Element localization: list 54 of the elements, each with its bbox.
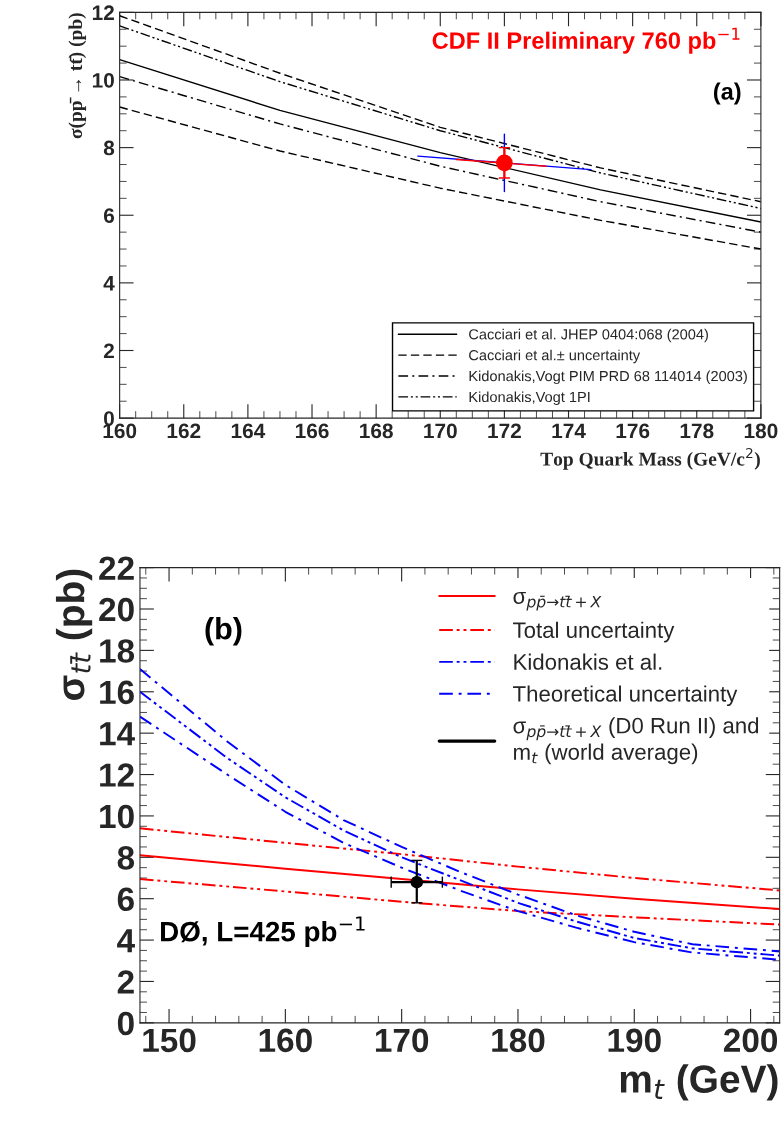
y-tick-label: 18 (100, 639, 135, 663)
x-tick-label: 168 (360, 423, 393, 439)
line-series (139, 827, 780, 892)
x-tick-label: 174 (552, 423, 586, 439)
x-tick-label: 180 (492, 1028, 545, 1053)
y-tick-label: 6 (103, 208, 115, 223)
x-tick-label: 160 (259, 1028, 312, 1053)
y-tick-label: 8 (103, 140, 115, 156)
x-tick-label: 162 (167, 423, 201, 439)
x-tick-label: 172 (488, 423, 521, 439)
y-tick-label: 4 (103, 276, 115, 291)
y-tick-label: 2 (103, 343, 114, 359)
x-axis-title: m$_{t}$ (GeV) (620, 1064, 778, 1101)
y-tick-label: 10 (100, 804, 134, 829)
legend-label: Theoretical uncertainty (513, 685, 738, 707)
x-tick-label: 170 (424, 423, 457, 439)
y-axis-title: σ(pp̄ → tt̄) (pb) (68, 13, 87, 139)
legend-label: Total uncertainty (513, 621, 675, 643)
x-tick-label: 180 (744, 423, 778, 439)
y-tick-label: 12 (92, 5, 114, 20)
annotation: (b) (205, 617, 242, 646)
legend-label: Kidonakis et al. (514, 653, 662, 670)
x-tick-label: 170 (375, 1028, 429, 1053)
legend-label: Kidonakis,Vogt PIM PRD 68 114014 (2003) (469, 370, 747, 385)
text: σ$_{pp̄→tt̄+X}$ (D0 Run II) and m$_{t}$ (world average) (513, 717, 759, 765)
annotation: DØ, L=425 pb$^{−1}$ (161, 916, 365, 947)
legend-label: Kidonakis,Vogt 1PI (469, 391, 590, 405)
y-tick-label: 12 (100, 763, 134, 787)
y-tick-label: 8 (117, 846, 135, 870)
y-tick-label: 22 (99, 556, 134, 580)
x-tick-label: 178 (680, 423, 714, 439)
x-tick-label: 176 (616, 423, 650, 439)
x-tick-label: 200 (723, 1028, 778, 1053)
annotation: CDF II Preliminary 760 pb$^{−1}$ (432, 27, 740, 54)
y-axis-title: σ$_{tt̄}$ (pb) (55, 569, 93, 700)
y-tick-label: 20 (99, 597, 134, 622)
y-tick-label: 4 (117, 929, 135, 953)
x-axis-title: Top Quark Mass (GeV/c$^{2}$) (540, 447, 760, 470)
y-tick-label: 2 (117, 970, 134, 994)
legend-label: Cacciari et al.± uncertainty (469, 349, 641, 364)
line-series (139, 854, 780, 910)
y-tick-label: 10 (92, 72, 114, 88)
y-tick-label: 16 (100, 680, 134, 705)
y-tick-label: 0 (117, 1011, 134, 1036)
x-tick-label: 190 (608, 1028, 661, 1053)
y-tick-label: 6 (117, 887, 134, 912)
line-series (119, 106, 761, 250)
legend-label: σ$_{pp̄→tt̄+X}$ (513, 591, 602, 611)
legend-label: Cacciari et al. JHEP 0404:068 (2004) (469, 328, 708, 343)
x-tick-label: 164 (231, 423, 266, 439)
annotation: (a) (713, 82, 741, 105)
x-tick-label: 150 (143, 1028, 196, 1053)
y-tick-label: 14 (100, 722, 135, 746)
x-tick-label: 166 (295, 423, 329, 439)
